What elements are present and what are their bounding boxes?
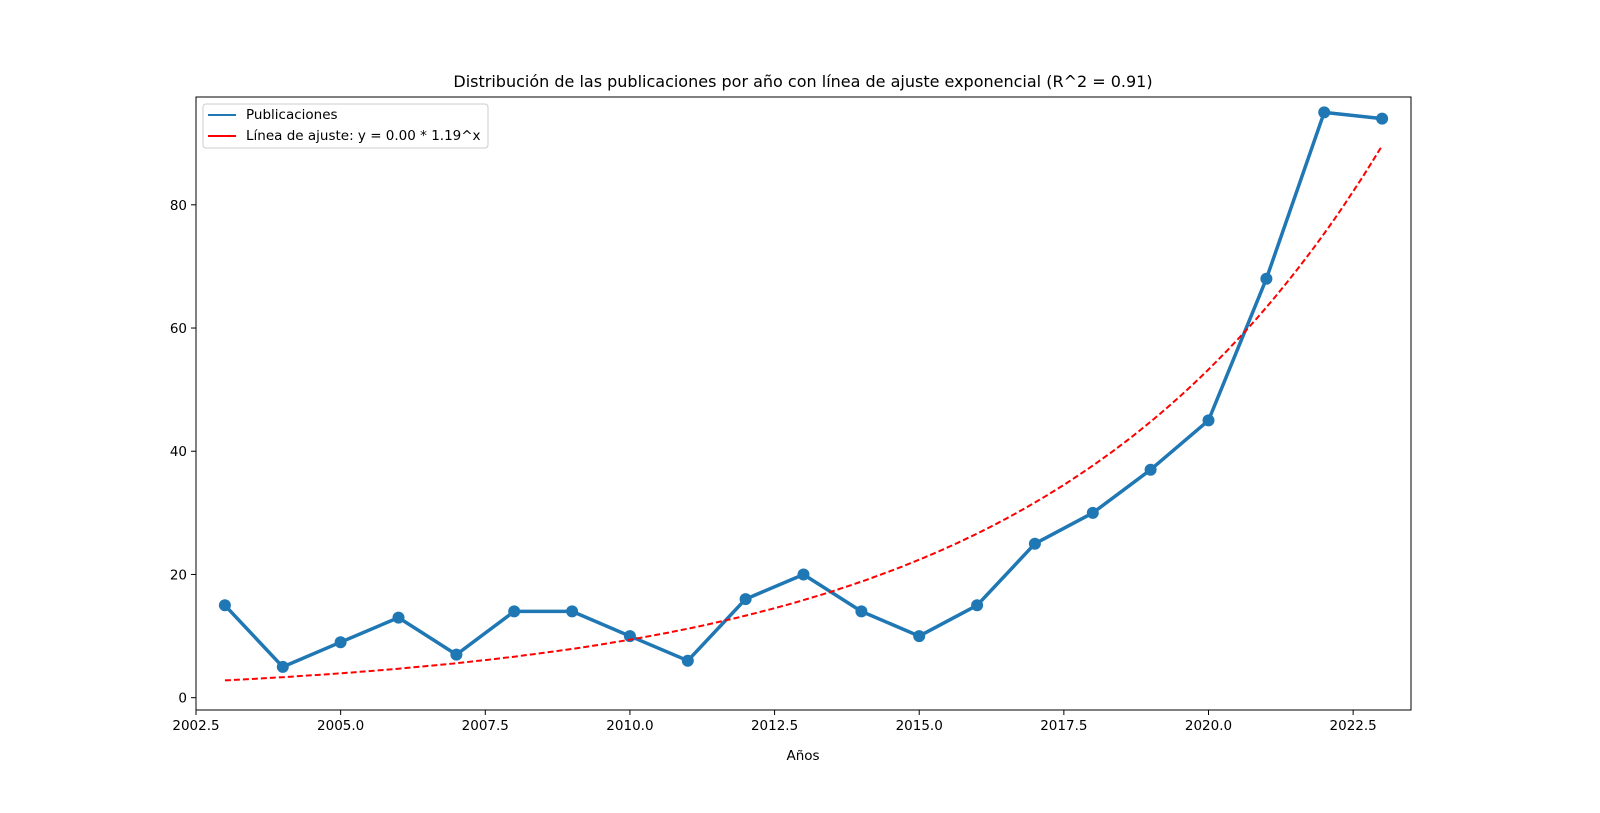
data-point-publicaciones [392, 611, 405, 624]
axes-frame [195, 96, 1412, 711]
chart-title: Distribución de las publicaciones por añ… [453, 72, 1152, 91]
legend-label-fit-line: Línea de ajuste: y = 0.00 * 1.19^x [246, 128, 481, 144]
data-point-publicaciones [971, 599, 984, 612]
y-tick-label: 0 [178, 691, 187, 707]
data-point-publicaciones [566, 605, 579, 618]
x-axis-label: Años [786, 748, 819, 764]
x-tick-label: 2015.0 [896, 718, 943, 734]
data-point-publicaciones [739, 593, 752, 606]
y-tick-label: 80 [170, 198, 187, 214]
data-point-publicaciones [276, 660, 289, 673]
data-point-publicaciones [1318, 106, 1331, 119]
x-tick-label: 2002.5 [172, 718, 219, 734]
data-point-publicaciones [1028, 537, 1041, 550]
series-line-fit [224, 145, 1383, 682]
x-tick-label: 2010.0 [606, 718, 653, 734]
data-point-publicaciones [1086, 506, 1099, 519]
data-point-publicaciones [1376, 112, 1389, 125]
data-point-publicaciones [218, 599, 231, 612]
axes: 2002.5 2005.0 2007.5 2010.0 2012.5 2015.0 2017… [170, 96, 1412, 734]
data-point-publicaciones [450, 648, 463, 661]
data-point-publicaciones [797, 568, 810, 581]
x-tick-label: 2007.5 [462, 718, 509, 734]
x-tick-label: 2012.5 [751, 718, 798, 734]
x-tick-label: 2022.5 [1330, 718, 1377, 734]
legend-frame [202, 103, 489, 149]
y-tick-label: 60 [170, 321, 187, 337]
legend-label-publicaciones: Publicaciones [246, 107, 338, 123]
data-point-publicaciones [1202, 414, 1215, 427]
series-line-publicaciones [223, 110, 1383, 669]
x-tick-label: 2020.0 [1185, 718, 1232, 734]
data-point-publicaciones [1260, 272, 1273, 285]
y-tick-label: 20 [170, 567, 187, 583]
data-point-publicaciones [1144, 463, 1157, 476]
x-tick-label: 2017.5 [1040, 718, 1087, 734]
plot-area [218, 106, 1389, 682]
data-point-publicaciones [334, 636, 347, 649]
y-tick-label: 40 [170, 444, 187, 460]
legend: Publicaciones Línea de ajuste: y = 0.00 … [202, 103, 489, 149]
data-point-publicaciones [508, 605, 521, 618]
x-tick-label: 2005.0 [317, 718, 364, 734]
data-point-publicaciones [913, 630, 926, 643]
data-point-publicaciones [681, 654, 694, 667]
data-point-publicaciones [855, 605, 868, 618]
